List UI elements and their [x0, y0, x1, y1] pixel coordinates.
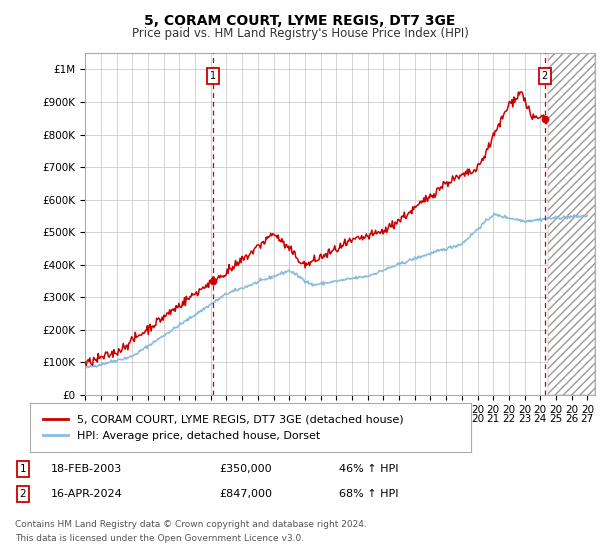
Text: 18-FEB-2003: 18-FEB-2003 [51, 464, 122, 474]
Text: £847,000: £847,000 [219, 489, 272, 499]
Text: Price paid vs. HM Land Registry's House Price Index (HPI): Price paid vs. HM Land Registry's House … [131, 27, 469, 40]
Text: 2: 2 [19, 489, 26, 499]
Text: 2: 2 [542, 71, 548, 81]
Text: 5, CORAM COURT, LYME REGIS, DT7 3GE: 5, CORAM COURT, LYME REGIS, DT7 3GE [145, 14, 455, 28]
Text: Contains HM Land Registry data © Crown copyright and database right 2024.: Contains HM Land Registry data © Crown c… [15, 520, 367, 529]
Text: 68% ↑ HPI: 68% ↑ HPI [339, 489, 398, 499]
Text: 16-APR-2024: 16-APR-2024 [51, 489, 123, 499]
Text: 1: 1 [19, 464, 26, 474]
Text: £350,000: £350,000 [219, 464, 272, 474]
Legend: 5, CORAM COURT, LYME REGIS, DT7 3GE (detached house), HPI: Average price, detach: 5, CORAM COURT, LYME REGIS, DT7 3GE (det… [38, 409, 409, 446]
Text: 46% ↑ HPI: 46% ↑ HPI [339, 464, 398, 474]
Bar [548, 53, 595, 395]
Text: This data is licensed under the Open Government Licence v3.0.: This data is licensed under the Open Gov… [15, 534, 304, 543]
Text: 1: 1 [210, 71, 216, 81]
